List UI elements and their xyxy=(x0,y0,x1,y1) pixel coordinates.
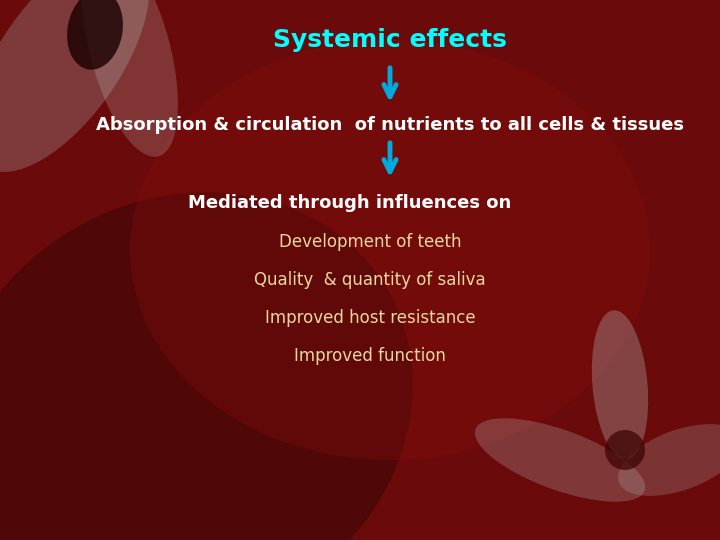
Text: Quality  & quantity of saliva: Quality & quantity of saliva xyxy=(254,271,486,289)
Ellipse shape xyxy=(0,192,413,540)
Text: Improved host resistance: Improved host resistance xyxy=(265,309,475,327)
Ellipse shape xyxy=(605,430,645,470)
Ellipse shape xyxy=(618,424,720,496)
Text: Mediated through influences on: Mediated through influences on xyxy=(189,194,512,212)
Ellipse shape xyxy=(67,0,123,70)
Ellipse shape xyxy=(82,0,178,157)
Ellipse shape xyxy=(0,0,149,172)
Ellipse shape xyxy=(474,418,645,502)
Text: Systemic effects: Systemic effects xyxy=(273,28,507,52)
Text: Development of teeth: Development of teeth xyxy=(279,233,462,251)
Text: Absorption & circulation  of nutrients to all cells & tissues: Absorption & circulation of nutrients to… xyxy=(96,116,684,134)
Ellipse shape xyxy=(592,310,648,460)
Text: Improved function: Improved function xyxy=(294,347,446,365)
Ellipse shape xyxy=(130,40,650,460)
